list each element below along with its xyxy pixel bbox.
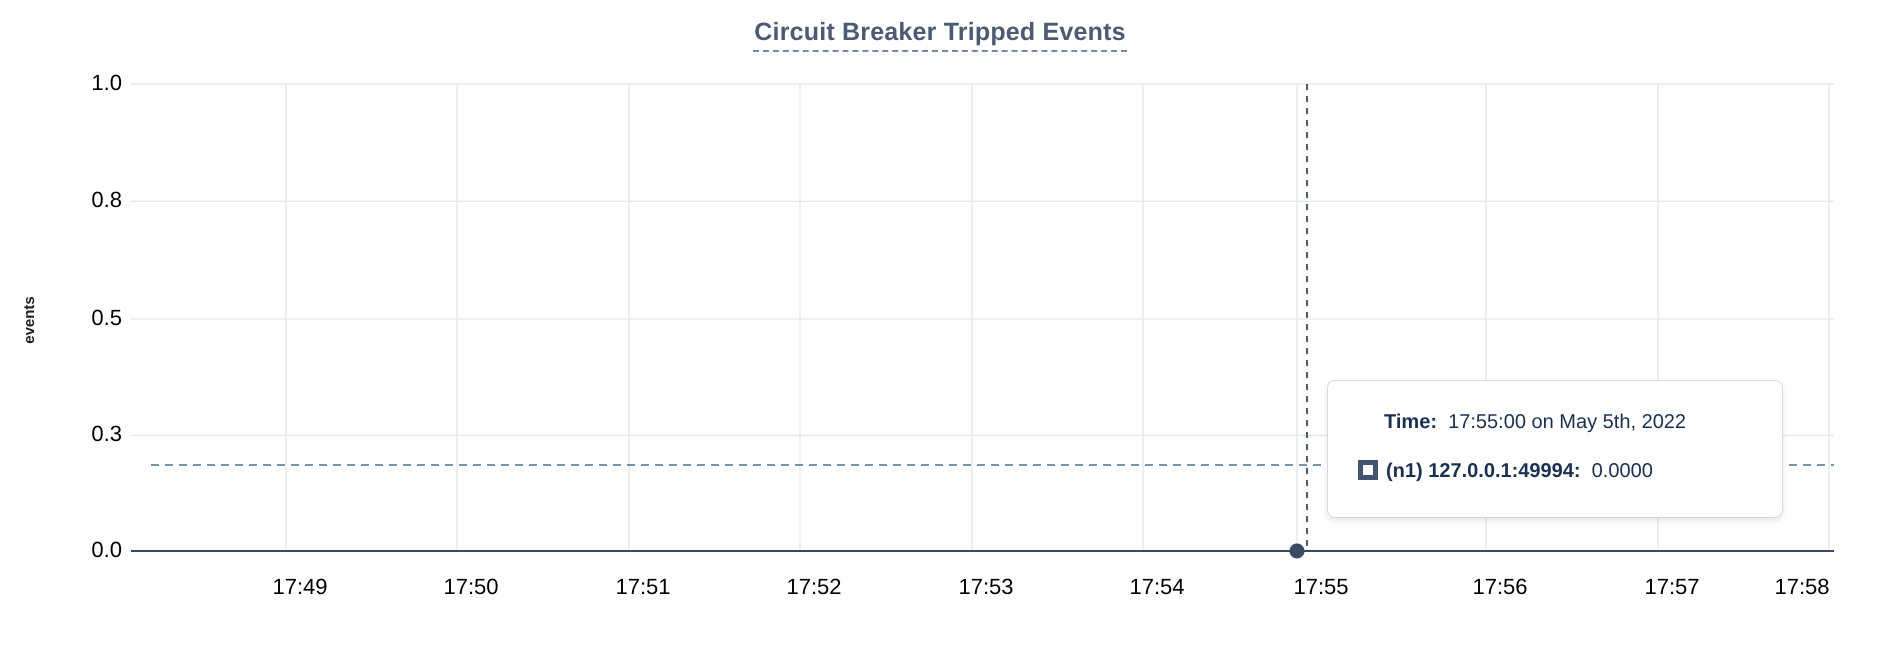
svg-text:0.5: 0.5 xyxy=(91,305,122,330)
svg-text:17:54: 17:54 xyxy=(1129,574,1184,599)
svg-text:17:58: 17:58 xyxy=(1774,574,1829,599)
svg-text:17:57: 17:57 xyxy=(1644,574,1699,599)
svg-text:0.8: 0.8 xyxy=(91,187,122,212)
svg-text:17:50: 17:50 xyxy=(443,574,498,599)
svg-text:17:53: 17:53 xyxy=(958,574,1013,599)
svg-text:17:55: 17:55 xyxy=(1293,574,1348,599)
svg-text:17:56: 17:56 xyxy=(1472,574,1527,599)
svg-text:events: events xyxy=(21,296,38,344)
svg-text:17:49: 17:49 xyxy=(272,574,327,599)
svg-text:17:51: 17:51 xyxy=(615,574,670,599)
svg-text:1.0: 1.0 xyxy=(91,70,122,95)
svg-text:0.0: 0.0 xyxy=(91,537,122,562)
svg-text:17:52: 17:52 xyxy=(786,574,841,599)
svg-text:0.3: 0.3 xyxy=(91,421,122,446)
